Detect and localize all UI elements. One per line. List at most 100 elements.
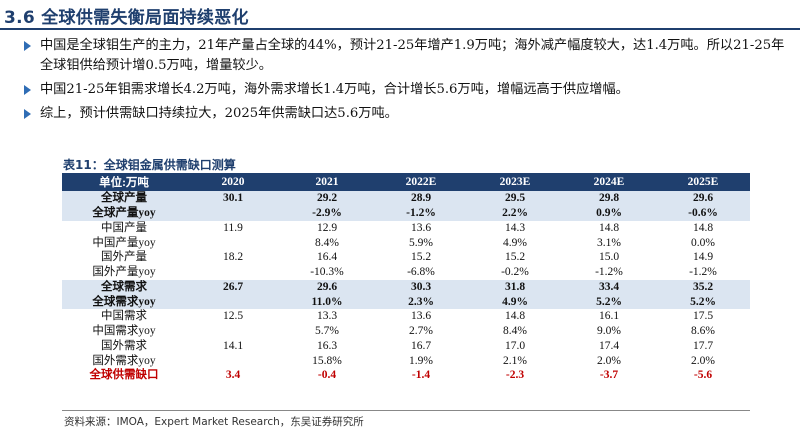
table-cell: -3.7 (599, 369, 619, 382)
table-cell (186, 294, 280, 309)
table-cell: -2.3 (505, 369, 525, 382)
table-row: 全球产量yoy -2.9% -1.2% 2.2% 0.9% -0.6% (62, 205, 750, 221)
bullet-item: 综上，预计供需缺口持续拉大，2025年供需缺口达5.6万吨。 (24, 104, 796, 124)
row-label: 国外需求yoy (92, 354, 156, 367)
triangle-bullet-icon (24, 109, 31, 119)
bullet-item: 中国21-25年钼需求增长4.2万吨，海外需求增长1.4万吨，合计增长5.6万吨… (24, 80, 796, 100)
table-cell (186, 324, 280, 339)
table-cell: 13.3 (316, 310, 338, 323)
table-cell: 2.7% (409, 325, 433, 338)
table-cell: 5.9% (409, 236, 433, 249)
triangle-bullet-icon (24, 85, 31, 95)
table-cell: 14.1 (222, 339, 244, 352)
table-cell: 16.4 (316, 251, 338, 264)
bullet-list: 中国是全球钼生产的主力，21年产量占全球的44%，预计21-25年增产1.9万吨… (24, 36, 796, 128)
table-cell: 30.3 (374, 279, 468, 295)
table-cell: 0.0% (691, 236, 715, 249)
table-row: 中国需求 12.5 13.3 13.6 14.8 16.1 17.5 (62, 309, 750, 324)
page-title: 3.6 全球供需失衡局面持续恶化 (4, 8, 249, 28)
table-row: 国外产量yoy -10.3% -6.8% -0.2% -1.2% -1.2% (62, 265, 750, 280)
table-caption: 表11：全球钼金属供需缺口测算 (63, 158, 236, 172)
table-cell: 17.4 (598, 339, 620, 352)
table-cell: 16.3 (316, 339, 338, 352)
table-cell: 29.5 (468, 191, 562, 206)
table-cell: 3.1% (597, 236, 621, 249)
table-cell: 4.9% (468, 294, 562, 309)
table-bottom-rule (62, 410, 750, 411)
table-cell: 14.9 (692, 251, 714, 264)
table-cell: 30.1 (186, 191, 280, 206)
row-label: 国外产量yoy (92, 266, 156, 279)
header-unit: 单位:万吨 (62, 173, 186, 191)
row-label: 全球需求 (62, 279, 186, 295)
table-row: 全球需求yoy 11.0% 2.3% 4.9% 5.2% 5.2% (62, 294, 750, 309)
table-cell: 17.7 (692, 339, 714, 352)
row-label: 全球供需缺口 (89, 369, 159, 382)
table-cell: 29.8 (562, 191, 656, 206)
table-cell: 4.9% (503, 236, 527, 249)
table-cell: 5.2% (562, 294, 656, 309)
table-row: 中国需求yoy 5.7% 2.7% 8.4% 9.0% 8.6% (62, 324, 750, 339)
table-cell: 2.0% (691, 354, 715, 367)
table-cell: 2.3% (374, 294, 468, 309)
table-row: 国外需求 14.1 16.3 16.7 17.0 17.4 17.7 (62, 339, 750, 354)
bullet-text: 综上，预计供需缺口持续拉大，2025年供需缺口达5.6万吨。 (40, 106, 398, 121)
table-cell: -1.2% (689, 266, 717, 279)
table-cell: -0.4 (317, 369, 337, 382)
header-year: 2025E (656, 173, 750, 191)
table-cell: 14.3 (504, 221, 526, 234)
table-cell: 13.6 (410, 310, 432, 323)
table-cell: 8.6% (691, 325, 715, 338)
table-cell: 2.2% (468, 205, 562, 221)
table-cell: 5.7% (315, 325, 339, 338)
table-cell: -6.8% (407, 266, 435, 279)
table-cell: 16.7 (410, 339, 432, 352)
table-cell: 14.8 (504, 310, 526, 323)
supply-demand-table: 单位:万吨 2020 2021 2022E 2023E 2024E 2025E 全球产量 30… (62, 173, 750, 383)
table-cell (186, 205, 280, 221)
bullet-text: 中国21-25年钼需求增长4.2万吨，海外需求增长1.4万吨，合计增长5.6万吨… (40, 82, 629, 97)
table-cell: 15.2 (410, 251, 432, 264)
table-body: 全球产量 30.1 29.2 28.9 29.5 29.8 29.6 全球产量yoy -2.9%… (62, 191, 750, 383)
table-cell: 2.0% (597, 354, 621, 367)
table-cell: 29.2 (280, 191, 374, 206)
table-row: 国外需求yoy 15.8% 1.9% 2.1% 2.0% 2.0% (62, 353, 750, 368)
row-label: 全球产量 (62, 191, 186, 206)
table-cell (186, 353, 280, 368)
table-cell: 1.9% (409, 354, 433, 367)
header-year: 2021 (280, 173, 374, 191)
header-year: 2023E (468, 173, 562, 191)
row-label: 中国需求yoy (92, 325, 156, 338)
table-row: 全球产量 30.1 29.2 28.9 29.5 29.8 29.6 (62, 191, 750, 206)
table-cell: 14.8 (692, 221, 714, 234)
table-cell: 31.8 (468, 279, 562, 295)
table-cell: 12.5 (222, 310, 244, 323)
source-note: 资料来源：IMOA，Expert Market Research，东吴证券研究所 (64, 416, 364, 428)
table-cell (186, 265, 280, 280)
table-cell: 29.6 (656, 191, 750, 206)
table-cell: 5.2% (656, 294, 750, 309)
table-row: 国外产量 18.2 16.4 15.2 15.2 15.0 14.9 (62, 250, 750, 265)
table-cell: 13.6 (410, 221, 432, 234)
table-cell: 12.9 (316, 221, 338, 234)
table-cell: 16.1 (598, 310, 620, 323)
table-cell: 14.8 (598, 221, 620, 234)
table-cell: 8.4% (503, 325, 527, 338)
title-divider (0, 28, 800, 30)
table-cell: -1.4 (411, 369, 431, 382)
table-cell: 8.4% (315, 236, 339, 249)
table-cell: 0.9% (562, 205, 656, 221)
bullet-item: 中国是全球钼生产的主力，21年产量占全球的44%，预计21-25年增产1.9万吨… (24, 36, 796, 76)
table-cell: 28.9 (374, 191, 468, 206)
table-row: 中国产量 11.9 12.9 13.6 14.3 14.8 14.8 (62, 221, 750, 236)
table-cell: 33.4 (562, 279, 656, 295)
table-cell: -0.6% (656, 205, 750, 221)
table-cell: 18.2 (222, 251, 244, 264)
table-cell: -2.9% (280, 205, 374, 221)
table-cell: 15.0 (598, 251, 620, 264)
header-year: 2022E (374, 173, 468, 191)
table-cell: 15.8% (312, 354, 342, 367)
row-label: 国外产量 (101, 251, 147, 264)
header-year: 2024E (562, 173, 656, 191)
table-cell: -0.2% (501, 266, 529, 279)
